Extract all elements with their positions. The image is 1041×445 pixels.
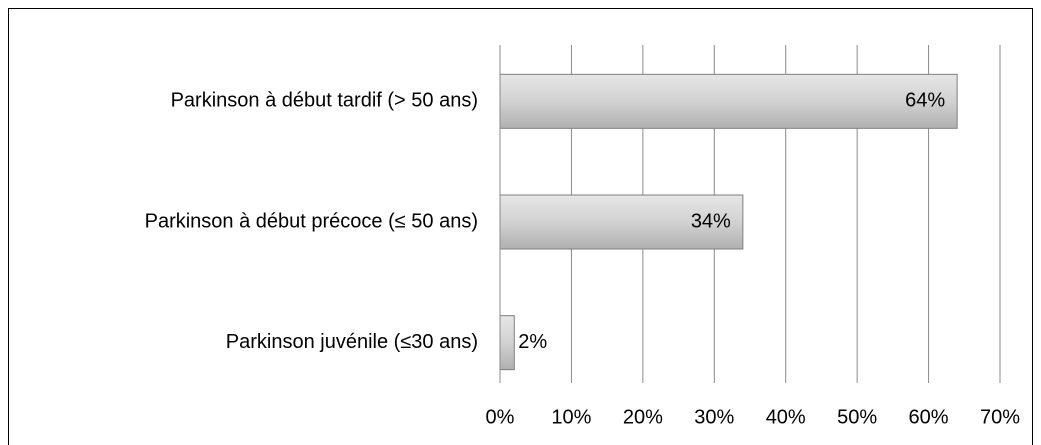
x-tick-label: 70% — [980, 406, 1020, 428]
x-tick-label: 20% — [623, 406, 663, 428]
y-tick-label: Parkinson juvénile (≤30 ans) — [226, 331, 478, 353]
x-tick-label: 40% — [766, 406, 806, 428]
bar — [499, 315, 515, 371]
chart-frame — [8, 8, 1033, 445]
bar — [499, 73, 958, 129]
x-tick-label: 0% — [486, 406, 515, 428]
bar — [499, 194, 744, 250]
data-label: 34% — [691, 210, 731, 232]
data-label: 64% — [905, 90, 945, 112]
x-tick-label: 30% — [694, 406, 734, 428]
data-label: 2% — [518, 331, 547, 353]
y-tick-label: Parkinson à début précoce (≤ 50 ans) — [145, 210, 478, 232]
x-tick-label: 60% — [909, 406, 949, 428]
x-tick-label: 50% — [837, 406, 877, 428]
y-tick-label: Parkinson à début tardif (> 50 ans) — [171, 90, 478, 112]
x-tick-label: 10% — [551, 406, 591, 428]
